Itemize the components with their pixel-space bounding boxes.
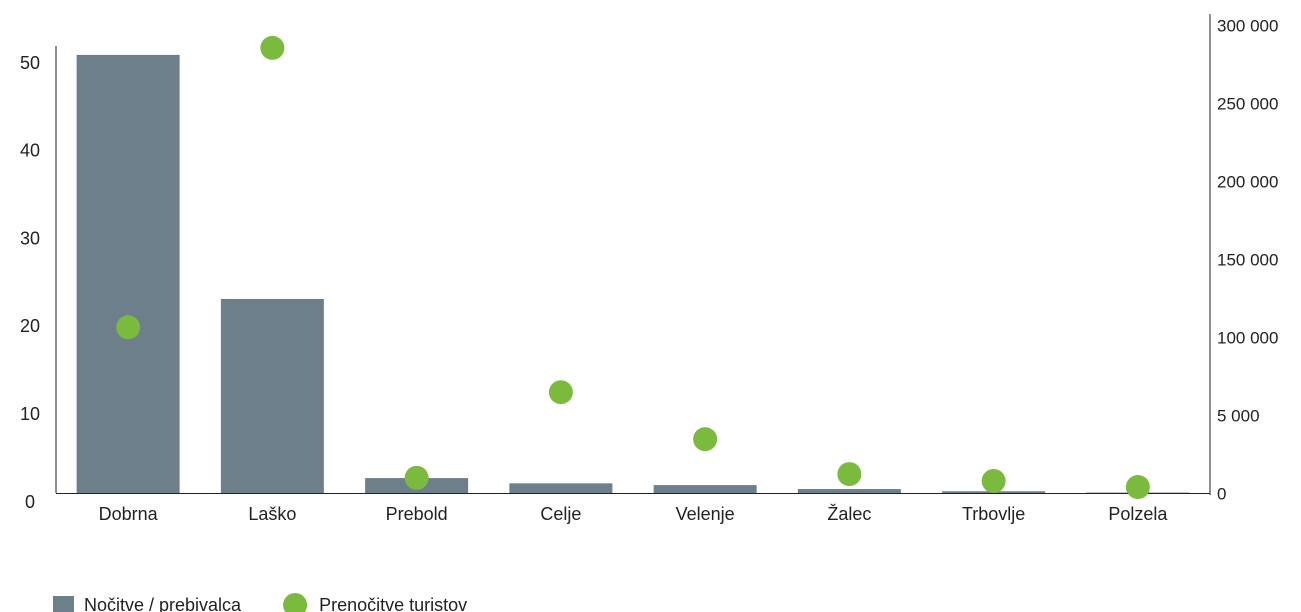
legend-label: Prenočitve turistov xyxy=(319,595,467,612)
x-tick-label: Dobrna xyxy=(99,504,159,524)
x-tick-label: Žalec xyxy=(827,504,871,524)
y-tick-label: 30 xyxy=(20,228,40,248)
dot xyxy=(260,35,285,60)
y-tick-label: 50 xyxy=(20,53,40,73)
x-tick-label: Prebold xyxy=(386,504,448,524)
bar xyxy=(509,483,613,493)
x-tick-label: Velenje xyxy=(676,504,735,524)
dot xyxy=(837,462,862,487)
bar xyxy=(797,489,901,493)
bar xyxy=(653,485,757,493)
y2-tick-label: 150 000 xyxy=(1217,250,1278,269)
x-tick-label: Laško xyxy=(248,504,296,524)
y2-tick-label: 100 000 xyxy=(1217,328,1278,347)
dot xyxy=(693,427,718,452)
y-tick-label: 20 xyxy=(20,316,40,336)
x-tick-label: Trbovlje xyxy=(962,504,1025,524)
bar xyxy=(220,298,324,493)
dot xyxy=(116,315,141,340)
dot xyxy=(1125,475,1150,500)
legend-swatch xyxy=(283,593,308,612)
y2-tick-label: 200 000 xyxy=(1217,172,1278,191)
y-tick-label: 10 xyxy=(20,404,40,424)
legend-label: Nočitve / prebivalca xyxy=(84,595,242,612)
x-tick-label: Celje xyxy=(540,504,581,524)
legend-swatch xyxy=(53,596,74,612)
x-tick-label: Polzela xyxy=(1108,504,1168,524)
y-tick-label: 40 xyxy=(20,141,40,161)
y2-tick-label: 300 000 xyxy=(1217,16,1278,35)
dot xyxy=(404,465,429,490)
y2-tick-label: 250 000 xyxy=(1217,94,1278,113)
bar xyxy=(76,54,180,494)
dot xyxy=(981,468,1006,493)
dot xyxy=(548,380,573,405)
y2-tick-label: 0 xyxy=(1217,484,1226,503)
y2-tick-label: 5 000 xyxy=(1217,406,1260,425)
y-tick-label: 0 xyxy=(25,492,35,512)
